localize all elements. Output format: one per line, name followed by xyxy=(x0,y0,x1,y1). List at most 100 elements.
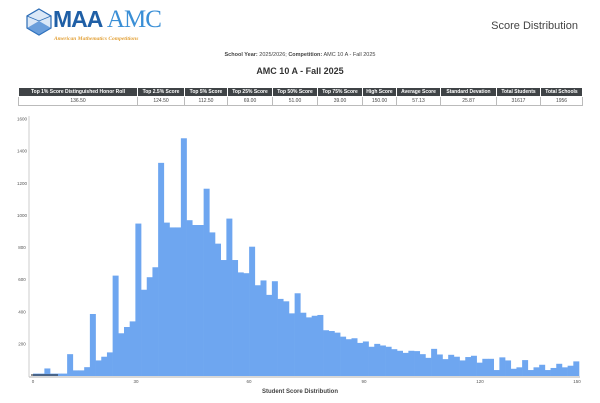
histogram-bar xyxy=(470,355,477,376)
histogram-bar xyxy=(300,312,307,376)
histogram-bar xyxy=(203,188,210,376)
x-tick-label: 60 xyxy=(246,379,252,384)
histogram-bar xyxy=(436,354,443,376)
histogram-bar xyxy=(106,352,113,376)
y-tick-label: 400 xyxy=(18,309,26,314)
x-axis-label: Student Score Distribution xyxy=(261,389,338,395)
x-tick-label: 0 xyxy=(32,379,35,384)
y-tick-label: 600 xyxy=(18,277,26,282)
histogram-bar xyxy=(527,370,534,376)
stats-value-row: 136.50 124.50 112.50 69.00 51.00 39.00 150.00 5… xyxy=(18,96,583,106)
logo-accent: AMC xyxy=(106,6,162,33)
histogram-bar xyxy=(226,218,233,376)
stats-table: Top 1% Score Distinguished Honor Roll Top… xyxy=(18,87,583,106)
histogram-bar xyxy=(237,272,244,376)
histogram-bar xyxy=(505,360,512,376)
histogram-bar xyxy=(124,327,130,376)
histogram-bar xyxy=(425,357,432,376)
histogram-bar xyxy=(84,367,91,376)
histogram-bar xyxy=(141,289,148,376)
histogram-bar xyxy=(488,358,494,376)
histogram-bar xyxy=(169,227,176,376)
histogram-bar xyxy=(129,321,136,376)
histogram-bar xyxy=(277,298,284,376)
histogram-bar xyxy=(95,360,102,376)
histogram-bar xyxy=(232,260,239,376)
histogram-bar xyxy=(89,313,96,376)
histogram-bar xyxy=(260,280,267,376)
histogram-bar xyxy=(271,281,278,376)
histogram-bar xyxy=(55,373,62,376)
logo-subtitle: American Mathematics Competitions xyxy=(54,36,139,42)
histogram-bar xyxy=(522,360,529,376)
histogram-bar xyxy=(533,367,540,376)
school-year-label: School Year: xyxy=(224,52,258,58)
histogram-bar xyxy=(288,313,295,376)
report-meta: School Year: 2025/2026; Competition: AMC… xyxy=(0,52,600,59)
histogram-bar xyxy=(556,363,563,376)
histogram-bar xyxy=(414,351,421,376)
histogram-bar xyxy=(442,359,449,376)
histogram-bar xyxy=(340,336,347,376)
y-tick-label: 1200 xyxy=(17,181,28,186)
histogram-bar xyxy=(283,301,290,376)
histogram-bar xyxy=(567,365,574,376)
histogram-bar xyxy=(44,368,51,376)
histogram-bar xyxy=(539,364,546,376)
logo-main: MAA xyxy=(53,6,103,32)
histogram-bar xyxy=(516,367,523,376)
histogram-bar xyxy=(317,314,324,376)
y-tick-label: 1000 xyxy=(17,213,28,218)
histogram-bar xyxy=(152,267,159,376)
histogram-bar xyxy=(209,232,216,376)
x-tick-label: 150 xyxy=(573,379,581,384)
histogram-bar xyxy=(67,354,74,376)
histogram-bar xyxy=(112,275,119,376)
histogram-bar xyxy=(328,331,335,376)
histogram-bar xyxy=(323,330,330,376)
histogram-bar xyxy=(294,293,301,376)
histogram-bar xyxy=(249,246,256,376)
histogram-bar xyxy=(186,220,193,376)
histogram-bar xyxy=(499,357,506,376)
histogram-bar xyxy=(306,317,312,376)
histogram-bar xyxy=(385,346,392,376)
histogram-bar xyxy=(573,361,580,376)
stats-value-cell: 1956 xyxy=(540,96,583,106)
y-tick-label: 200 xyxy=(18,341,26,346)
histogram-bar xyxy=(254,285,261,376)
histogram-bar xyxy=(448,354,455,376)
histogram-bar xyxy=(391,349,398,376)
x-tick-label: 90 xyxy=(361,379,367,384)
histogram-bar xyxy=(374,343,381,376)
school-year: 2025/2026; xyxy=(259,52,287,58)
competition-label: Competition: xyxy=(288,52,323,58)
stats-header-row: Top 1% Score Distinguished Honor Roll Top… xyxy=(18,87,583,97)
histogram-bar xyxy=(357,342,364,376)
competition: AMC 10 A - Fall 2025 xyxy=(323,52,376,58)
histogram-bar xyxy=(215,243,221,376)
histogram-bar xyxy=(118,333,125,376)
histogram-bar xyxy=(266,294,273,376)
report-title: Score Distribution xyxy=(491,20,578,32)
logo-text: MAA AMC xyxy=(53,6,162,33)
histogram-bar xyxy=(397,350,403,376)
histogram-bar xyxy=(465,357,472,376)
histogram-bar xyxy=(197,225,204,376)
histogram-bar xyxy=(311,315,318,376)
histogram-bar xyxy=(368,346,375,376)
histogram-bar xyxy=(146,277,153,376)
histogram-bar xyxy=(402,352,409,376)
histogram-bar xyxy=(78,370,85,376)
histogram-bar xyxy=(379,345,386,376)
y-tick-label: 1400 xyxy=(17,149,28,154)
histogram-bar xyxy=(61,373,68,376)
x-tick-label: 120 xyxy=(476,379,484,384)
histogram-bar xyxy=(408,350,415,376)
x-tick-label: 30 xyxy=(133,379,139,384)
histogram-bar xyxy=(362,341,369,376)
y-tick-label: 800 xyxy=(18,245,26,250)
histogram-bar xyxy=(158,162,165,376)
histogram-bar xyxy=(419,354,426,376)
